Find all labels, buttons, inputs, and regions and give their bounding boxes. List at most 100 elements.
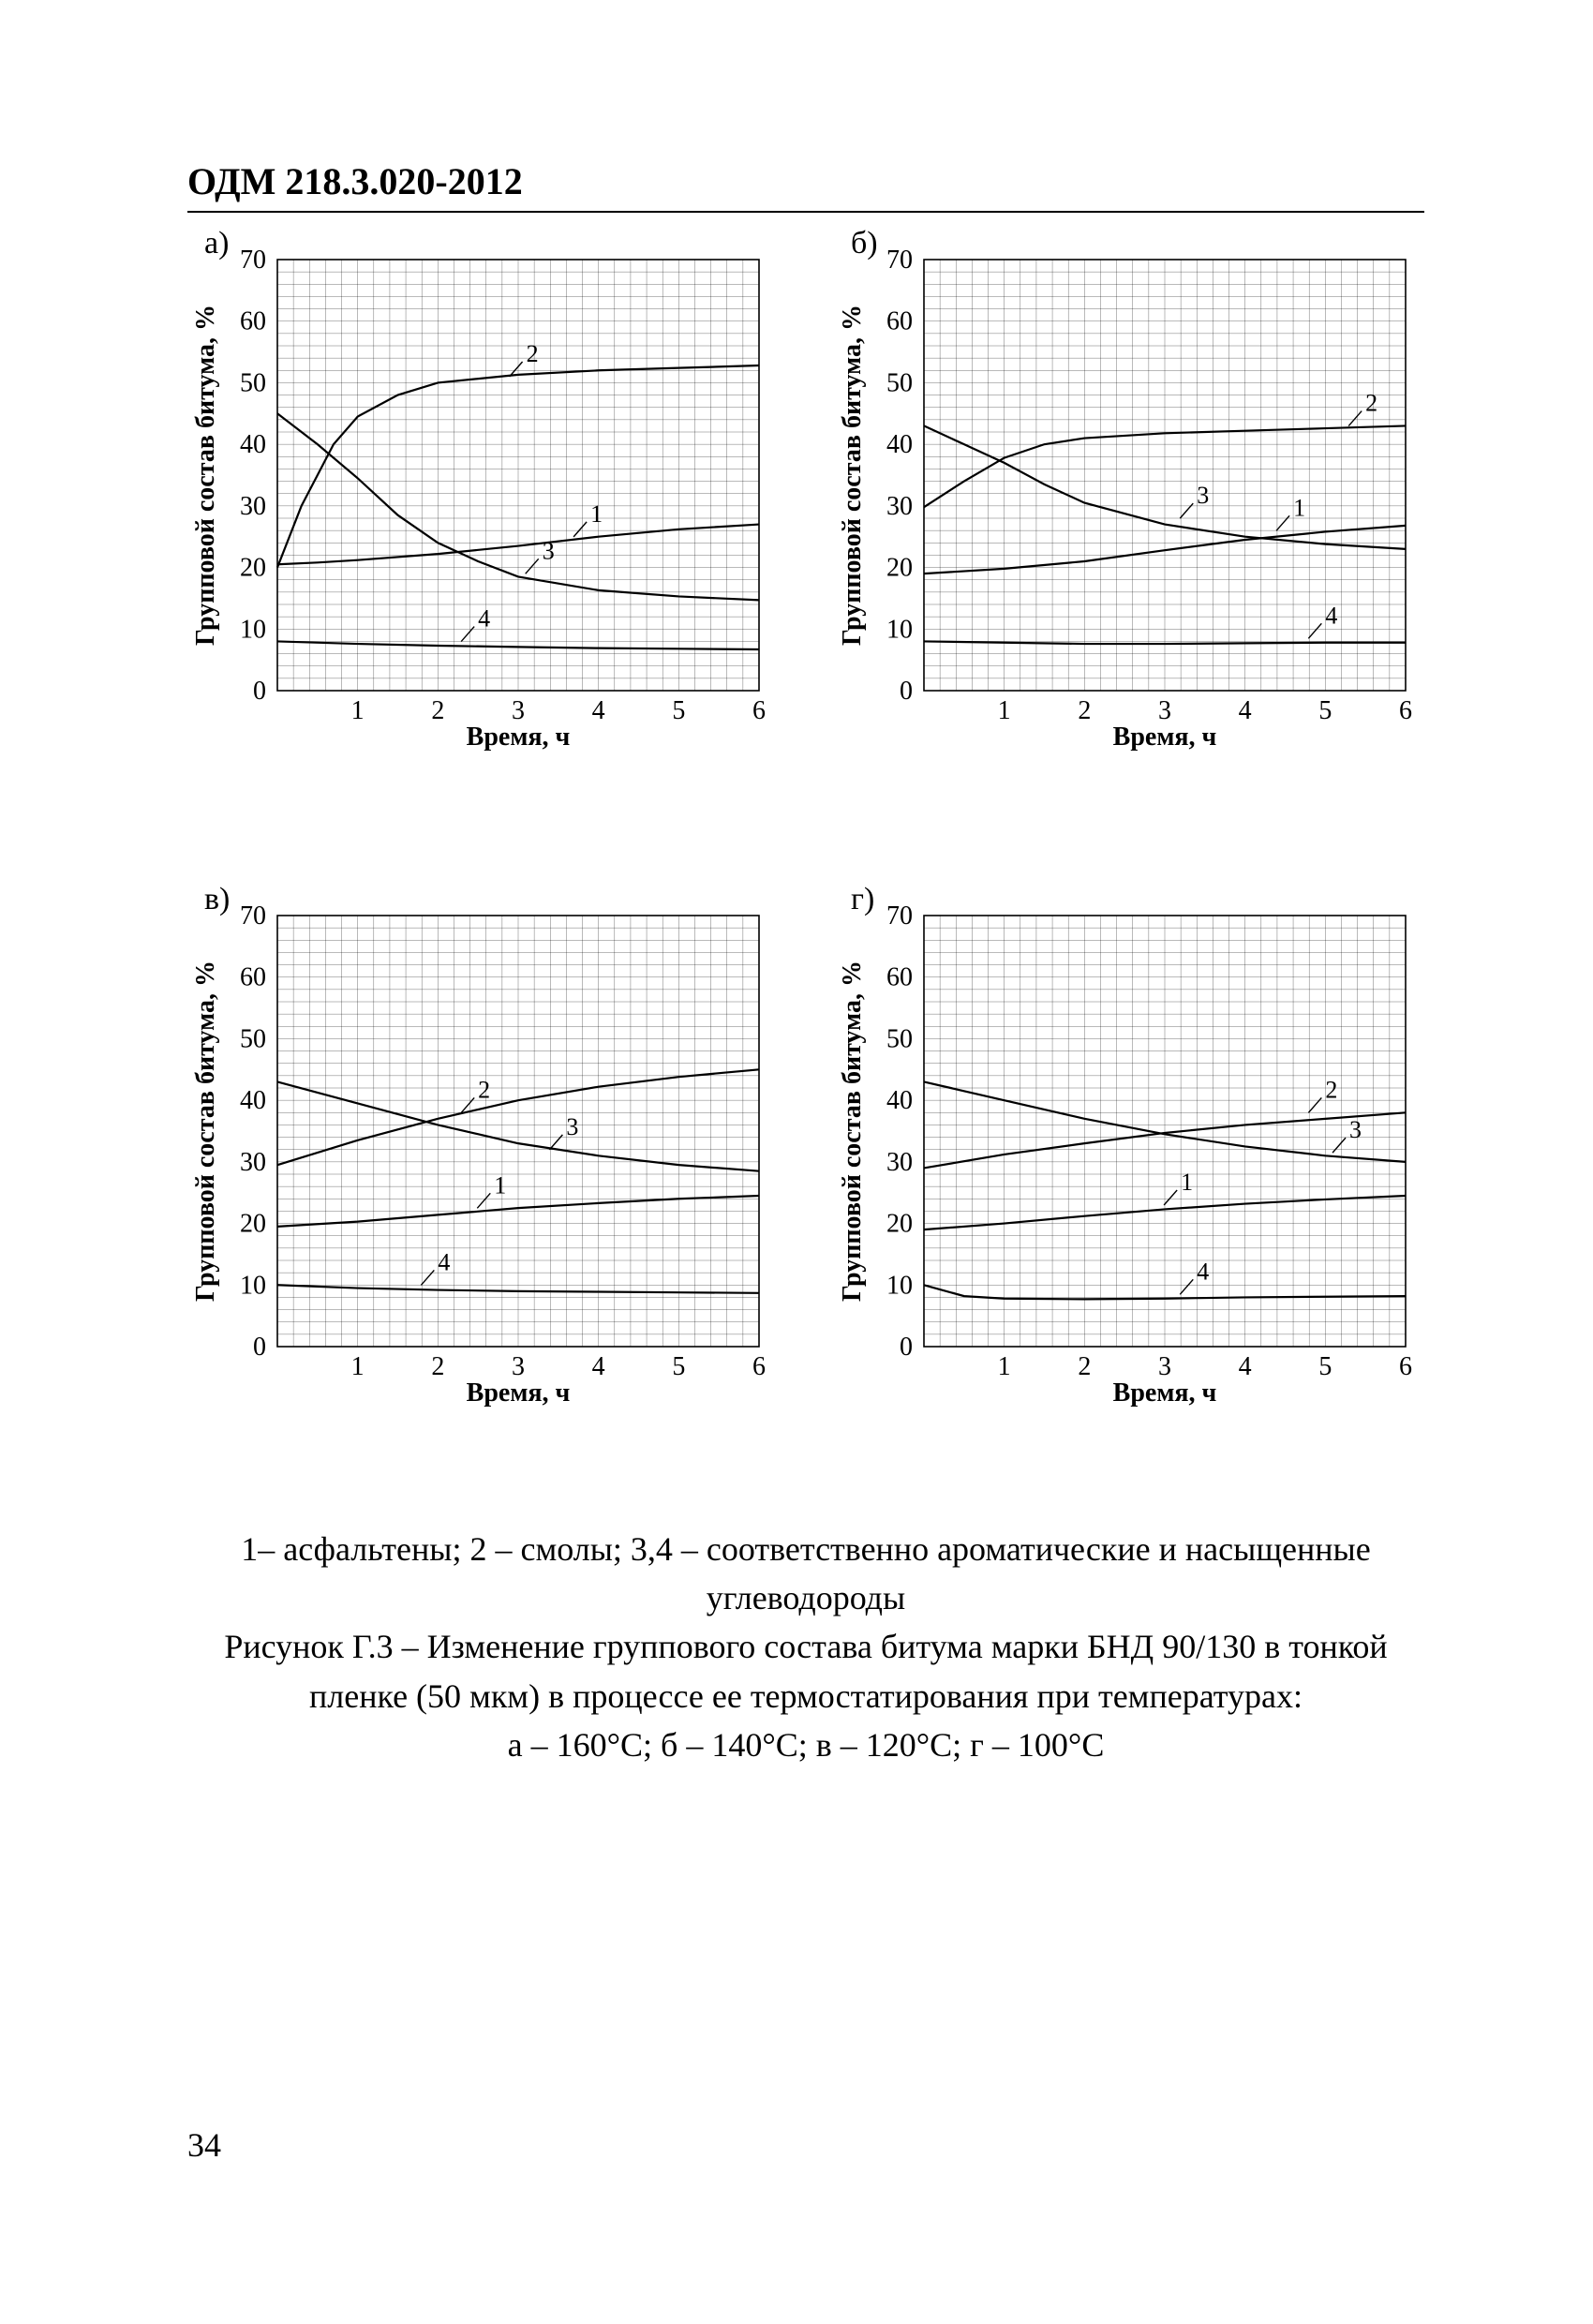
svg-text:50: 50 (240, 368, 266, 397)
svg-text:20: 20 (886, 554, 913, 583)
svg-text:4: 4 (1197, 1258, 1209, 1285)
svg-text:60: 60 (240, 963, 266, 992)
svg-text:1: 1 (590, 500, 603, 528)
figure-caption: 1– асфальтены; 2 – смолы; 3,4 – соответс… (187, 1525, 1424, 1769)
chart-a: 123456010203040506070Время, чГрупповой с… (187, 231, 768, 756)
svg-text:1: 1 (1181, 1169, 1193, 1196)
panel-letter-a: а) (204, 226, 229, 261)
caption-fig-label: Рисунок Г.3 – Изменение группового соста… (187, 1622, 1424, 1720)
caption-legend: 1– асфальтены; 2 – смолы; 3,4 – соответс… (187, 1525, 1424, 1622)
svg-text:5: 5 (672, 696, 685, 725)
svg-text:2: 2 (431, 696, 444, 725)
svg-text:3: 3 (512, 696, 525, 725)
svg-text:60: 60 (886, 963, 913, 992)
svg-text:1: 1 (351, 696, 365, 725)
svg-text:20: 20 (886, 1210, 913, 1239)
svg-text:1: 1 (998, 1352, 1011, 1381)
svg-text:40: 40 (886, 430, 913, 459)
svg-text:6: 6 (1399, 696, 1412, 725)
svg-text:1: 1 (998, 696, 1011, 725)
panel-a: а) 123456010203040506070Время, чГруппово… (187, 231, 778, 756)
svg-text:70: 70 (240, 246, 266, 275)
svg-text:4: 4 (438, 1248, 450, 1275)
svg-text:0: 0 (253, 677, 266, 706)
caption-temps: а – 160°С; б – 140°С; в – 120°С; г – 100… (187, 1721, 1424, 1769)
svg-text:1: 1 (1293, 494, 1305, 521)
svg-text:40: 40 (240, 430, 266, 459)
svg-text:10: 10 (240, 1271, 266, 1300)
svg-text:2: 2 (1325, 1076, 1337, 1103)
svg-text:3: 3 (543, 537, 555, 564)
svg-text:20: 20 (240, 554, 266, 583)
svg-text:Групповой состав битума, %: Групповой состав битума, % (191, 305, 220, 646)
svg-text:Время, ч: Время, ч (467, 1378, 571, 1408)
svg-text:30: 30 (240, 492, 266, 521)
svg-text:4: 4 (592, 696, 605, 725)
svg-text:Время, ч: Время, ч (1113, 723, 1217, 752)
svg-text:4: 4 (478, 605, 490, 633)
svg-text:40: 40 (240, 1086, 266, 1115)
svg-text:2: 2 (1365, 390, 1377, 417)
svg-text:1: 1 (351, 1352, 365, 1381)
svg-text:3: 3 (1349, 1116, 1362, 1143)
svg-text:70: 70 (886, 901, 913, 931)
svg-text:4: 4 (592, 1352, 605, 1381)
svg-text:4: 4 (1239, 696, 1252, 725)
svg-text:30: 30 (240, 1148, 266, 1177)
svg-text:6: 6 (1399, 1352, 1412, 1381)
svg-text:60: 60 (240, 307, 266, 336)
chart-g: 123456010203040506070Время, чГрупповой с… (834, 887, 1415, 1412)
svg-text:10: 10 (886, 615, 913, 644)
svg-text:5: 5 (1318, 1352, 1332, 1381)
svg-text:5: 5 (672, 1352, 685, 1381)
svg-text:40: 40 (886, 1086, 913, 1115)
svg-text:2: 2 (527, 340, 539, 367)
svg-text:2: 2 (431, 1352, 444, 1381)
svg-text:70: 70 (886, 246, 913, 275)
svg-text:5: 5 (1318, 696, 1332, 725)
svg-text:30: 30 (886, 492, 913, 521)
panel-letter-v: в) (204, 882, 230, 917)
svg-text:4: 4 (1325, 602, 1337, 629)
header-rule (187, 211, 1424, 213)
svg-text:Групповой состав битума, %: Групповой состав битума, % (838, 305, 867, 646)
svg-text:50: 50 (886, 368, 913, 397)
svg-text:70: 70 (240, 901, 266, 931)
svg-text:30: 30 (886, 1148, 913, 1177)
svg-text:2: 2 (478, 1076, 490, 1103)
svg-text:Групповой состав битума, %: Групповой состав битума, % (191, 961, 220, 1302)
svg-text:10: 10 (240, 615, 266, 644)
chart-b: 123456010203040506070Время, чГрупповой с… (834, 231, 1415, 756)
svg-text:50: 50 (886, 1024, 913, 1053)
panel-v: в) 123456010203040506070Время, чГруппово… (187, 887, 778, 1412)
panel-letter-b: б) (851, 226, 878, 261)
document-code: ОДМ 218.3.020-2012 (187, 159, 1424, 203)
svg-text:1: 1 (494, 1171, 506, 1199)
figure-grid: а) 123456010203040506070Время, чГруппово… (187, 231, 1424, 1412)
svg-text:6: 6 (752, 1352, 766, 1381)
svg-text:0: 0 (900, 677, 913, 706)
panel-b: б) 123456010203040506070Время, чГруппово… (834, 231, 1424, 756)
svg-text:2: 2 (1078, 1352, 1091, 1381)
svg-text:60: 60 (886, 307, 913, 336)
svg-text:Групповой состав битума, %: Групповой состав битума, % (838, 961, 867, 1302)
svg-text:3: 3 (566, 1113, 578, 1140)
page-number: 34 (187, 2125, 221, 2165)
chart-v: 123456010203040506070Время, чГрупповой с… (187, 887, 768, 1412)
svg-text:0: 0 (253, 1333, 266, 1362)
panel-g: г) 123456010203040506070Время, чГруппово… (834, 887, 1424, 1412)
svg-text:10: 10 (886, 1271, 913, 1300)
svg-text:Время, ч: Время, ч (467, 723, 571, 752)
panel-letter-g: г) (851, 882, 874, 917)
svg-text:3: 3 (1158, 696, 1171, 725)
svg-text:50: 50 (240, 1024, 266, 1053)
svg-text:0: 0 (900, 1333, 913, 1362)
svg-text:3: 3 (1158, 1352, 1171, 1381)
svg-text:4: 4 (1239, 1352, 1252, 1381)
svg-text:3: 3 (1197, 482, 1209, 509)
svg-text:Время, ч: Время, ч (1113, 1378, 1217, 1408)
svg-text:20: 20 (240, 1210, 266, 1239)
svg-text:6: 6 (752, 696, 766, 725)
svg-text:3: 3 (512, 1352, 525, 1381)
svg-text:2: 2 (1078, 696, 1091, 725)
